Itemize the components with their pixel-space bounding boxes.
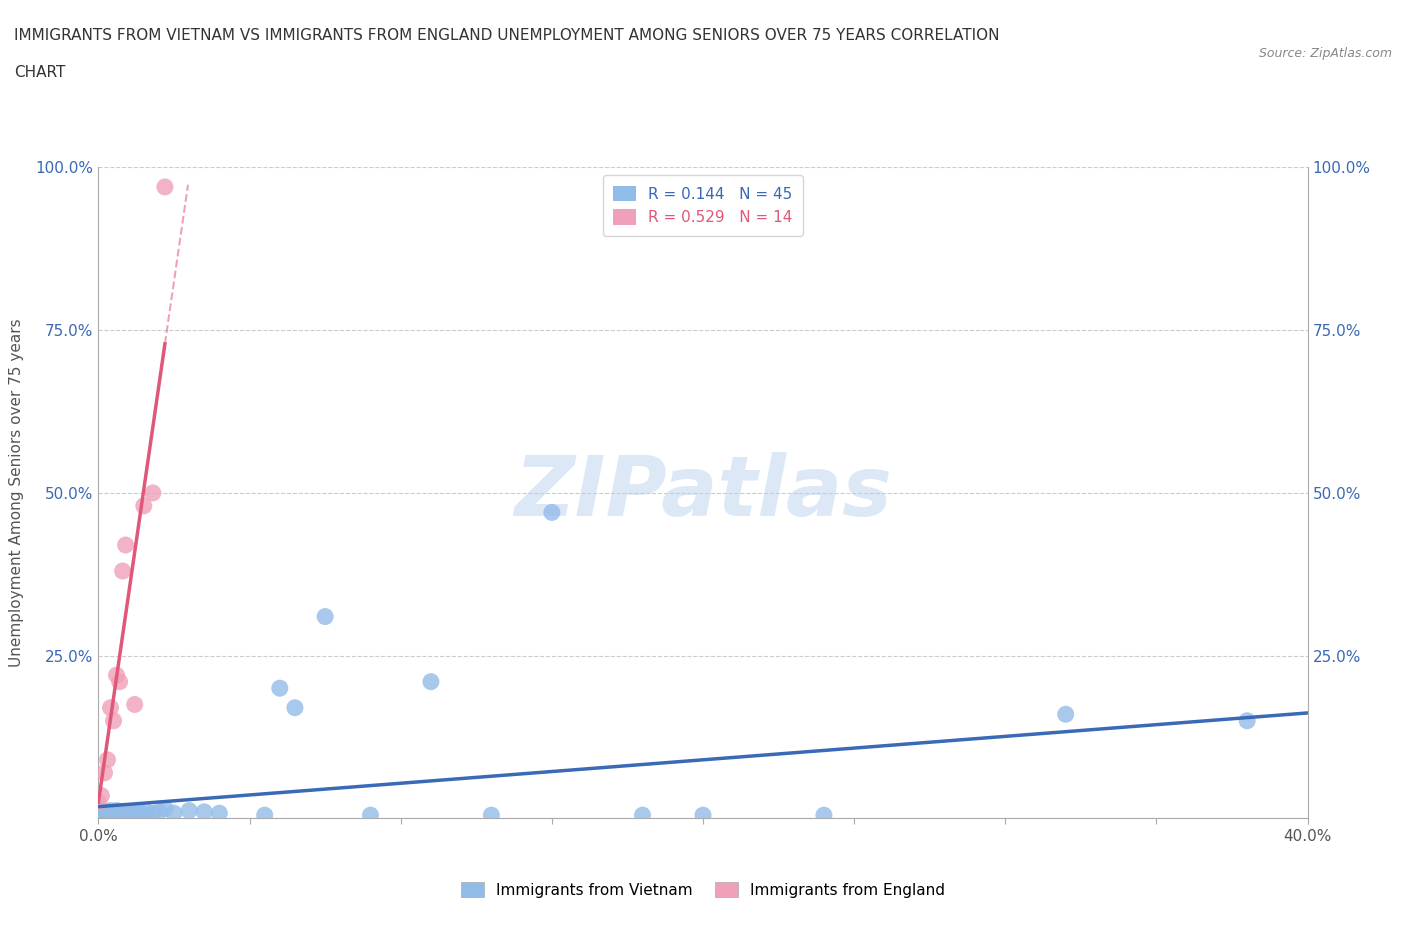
Point: [193, 804, 215, 819]
Point: [314, 609, 336, 624]
Point: [142, 805, 165, 820]
Point: [105, 805, 128, 820]
Point: [93, 805, 115, 820]
Point: [121, 805, 143, 820]
Point: [129, 805, 152, 820]
Point: [127, 804, 149, 819]
Legend: R = 0.144   N = 45, R = 0.529   N = 14: R = 0.144 N = 45, R = 0.529 N = 14: [603, 175, 803, 236]
Point: [360, 807, 382, 823]
Point: [1236, 713, 1258, 728]
Point: [284, 700, 307, 715]
Point: [111, 564, 134, 578]
Point: [108, 807, 131, 823]
Y-axis label: Unemployment Among Seniors over 75 years: Unemployment Among Seniors over 75 years: [10, 319, 24, 667]
Point: [114, 538, 136, 552]
Point: [124, 698, 146, 712]
Point: [142, 485, 165, 500]
Point: [114, 805, 136, 820]
Point: [105, 804, 128, 818]
Point: [96, 807, 118, 823]
Point: [108, 674, 131, 689]
Point: [111, 804, 134, 819]
Point: [132, 498, 155, 513]
Point: [163, 805, 186, 820]
Point: [1054, 707, 1077, 722]
Point: [148, 804, 170, 819]
Point: [118, 807, 141, 823]
Point: [90, 804, 112, 819]
Point: [118, 804, 141, 819]
Point: [87, 794, 110, 809]
Point: [813, 807, 835, 823]
Point: [93, 765, 115, 780]
Point: [132, 807, 155, 823]
Point: [253, 807, 276, 823]
Point: [540, 505, 562, 520]
Point: [103, 804, 125, 819]
Point: [135, 804, 157, 819]
Point: [692, 807, 714, 823]
Text: IMMIGRANTS FROM VIETNAM VS IMMIGRANTS FROM ENGLAND UNEMPLOYMENT AMONG SENIORS OV: IMMIGRANTS FROM VIETNAM VS IMMIGRANTS FR…: [14, 28, 1000, 43]
Point: [179, 804, 201, 818]
Text: Source: ZipAtlas.com: Source: ZipAtlas.com: [1258, 46, 1392, 60]
Point: [153, 179, 176, 194]
Point: [96, 804, 118, 819]
Point: [111, 807, 134, 823]
Point: [90, 807, 112, 823]
Point: [100, 700, 122, 715]
Text: ZIPatlas: ZIPatlas: [515, 452, 891, 534]
Point: [93, 807, 115, 823]
Point: [103, 807, 125, 823]
Point: [208, 805, 231, 820]
Text: CHART: CHART: [14, 65, 66, 80]
Point: [481, 807, 503, 823]
Point: [153, 802, 176, 817]
Legend: Immigrants from Vietnam, Immigrants from England: Immigrants from Vietnam, Immigrants from…: [454, 875, 952, 904]
Point: [100, 805, 122, 820]
Point: [100, 804, 122, 818]
Point: [269, 681, 291, 696]
Point: [124, 807, 146, 823]
Point: [108, 804, 131, 819]
Point: [420, 674, 443, 689]
Point: [90, 789, 112, 804]
Point: [103, 713, 125, 728]
Point: [631, 807, 654, 823]
Point: [96, 752, 118, 767]
Point: [105, 668, 128, 683]
